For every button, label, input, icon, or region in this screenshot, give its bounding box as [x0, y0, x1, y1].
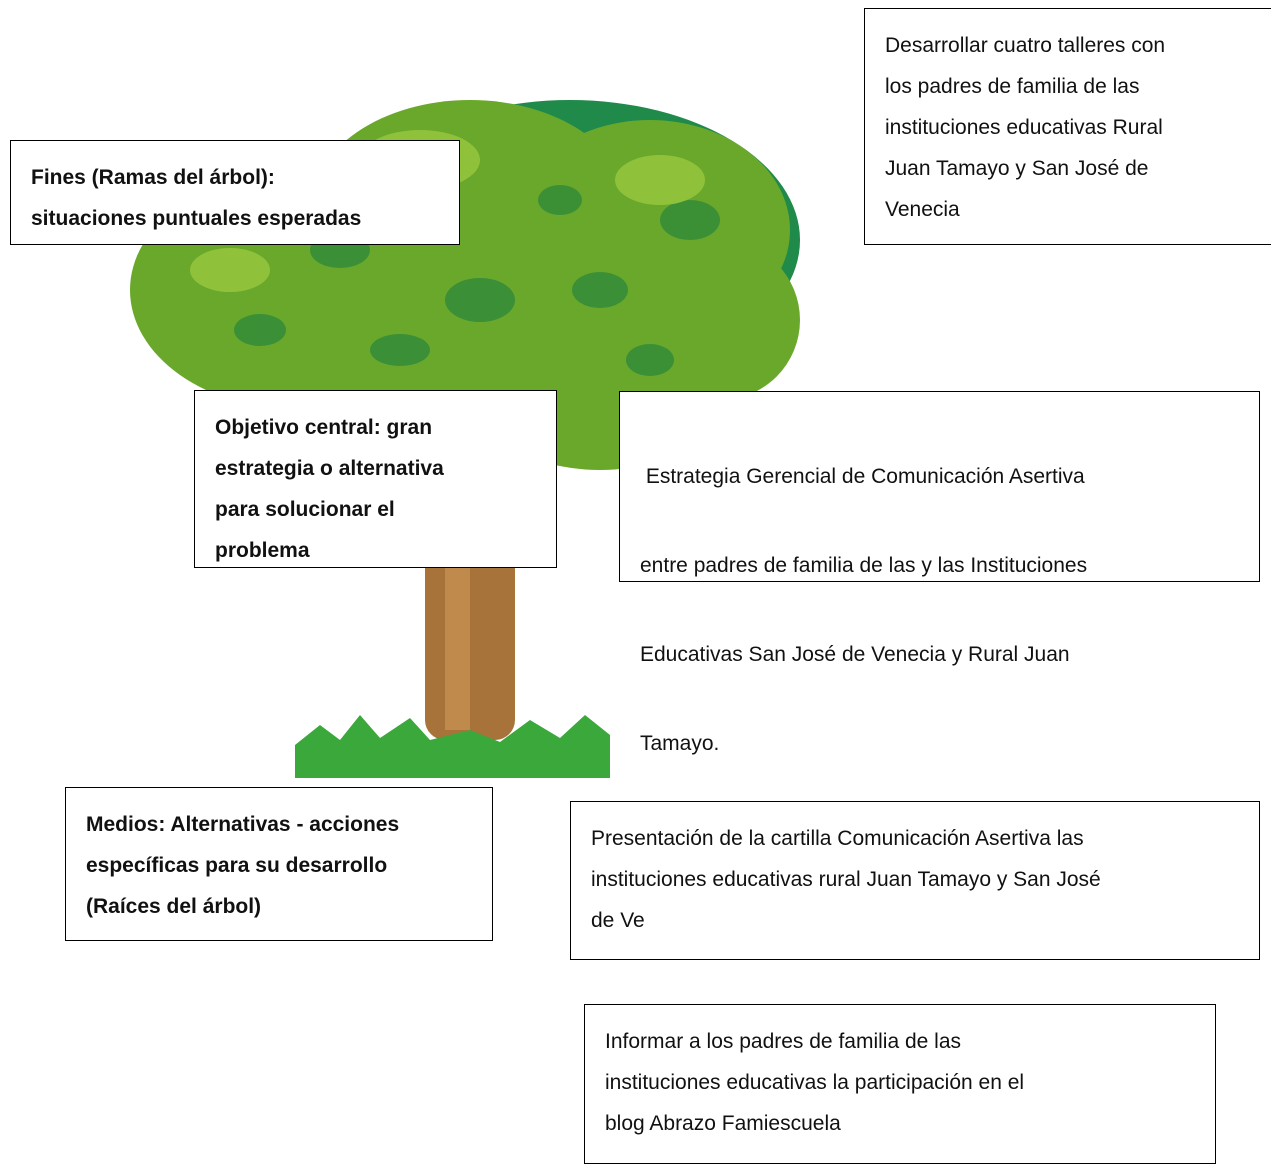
medios-box: Medios: Alternativas - acciones específi… [65, 787, 493, 941]
grass [295, 715, 610, 778]
fines-box: Fines (Ramas del árbol): situaciones pun… [10, 140, 460, 245]
text-line: instituciones educativas rural Juan Tama… [591, 868, 1101, 891]
text-line: Desarrollar cuatro talleres con [885, 34, 1166, 57]
text-line: instituciones educativas Rural [885, 116, 1163, 139]
text-line: Presentación de la cartilla Comunicación… [591, 827, 1084, 850]
fines-item-box: Desarrollar cuatro talleres con los padr… [864, 8, 1271, 245]
text-line: instituciones educativas la participació… [605, 1071, 1025, 1094]
text-line: Venecia [885, 198, 960, 221]
text-line: para solucionar el [215, 498, 395, 521]
objetivo-box: Objetivo central: gran estrategia o alte… [194, 390, 557, 568]
text-line: Tamayo. [640, 732, 720, 755]
text-line: Educativas San José de Venecia y Rural J… [640, 643, 1070, 666]
trunk-highlight [445, 550, 470, 730]
text-line: los padres de familia de las [885, 75, 1140, 98]
text-line: de Ve [591, 909, 645, 932]
text-line: Juan Tamayo y San José de [885, 157, 1149, 180]
text-line: problema [215, 539, 310, 562]
text-line: situaciones puntuales esperadas [31, 207, 362, 230]
text-line: entre padres de familia de las y las Ins… [640, 554, 1088, 577]
text-line: Medios: Alternativas - acciones [86, 813, 400, 836]
text-line: Estrategia Gerencial de Comunicación Ase… [640, 465, 1085, 488]
text-line: Objetivo central: gran [215, 416, 433, 439]
text-line: blog Abrazo Famiescuela [605, 1112, 841, 1135]
text-line: estrategia o alternativa [215, 457, 444, 480]
medios-item-box: Presentación de la cartilla Comunicación… [570, 801, 1260, 960]
crown-spots [234, 185, 720, 376]
text-line: específicas para su desarrollo [86, 854, 388, 877]
objetivo-item-box: Estrategia Gerencial de Comunicación Ase… [619, 391, 1260, 755]
text-line: (Raíces del árbol) [86, 895, 262, 918]
text-line: Fines (Ramas del árbol): [31, 166, 275, 189]
text-line: Informar a los padres de familia de las [605, 1030, 962, 1053]
medios-item-box: Informar a los padres de familia de las … [584, 1004, 1216, 1164]
